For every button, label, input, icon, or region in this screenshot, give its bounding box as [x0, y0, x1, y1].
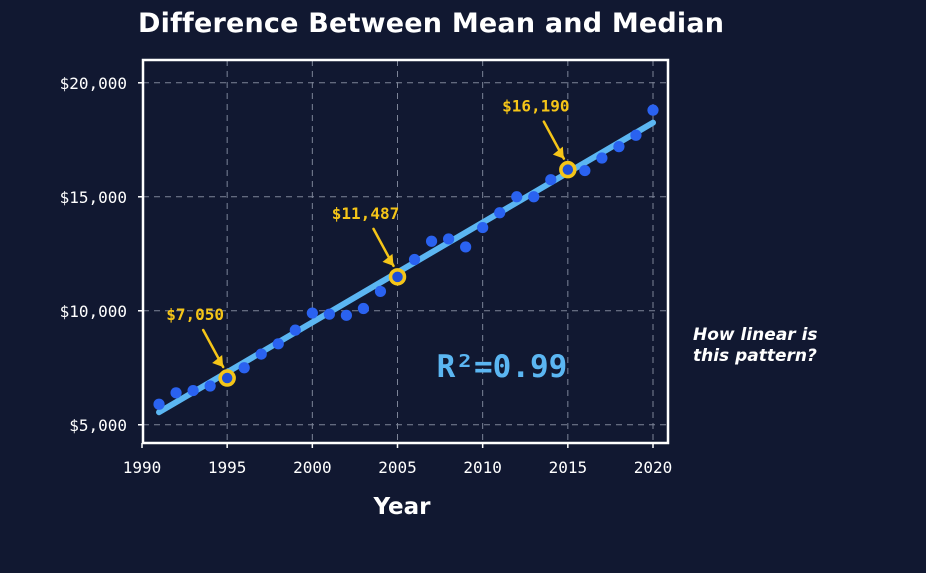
data-point [596, 152, 608, 164]
trend-line [156, 119, 656, 416]
y-tick-label: $15,000 [60, 188, 127, 207]
data-point [425, 235, 438, 247]
data-point [408, 253, 421, 266]
data-point [647, 104, 659, 116]
x-tick-label: 2005 [378, 458, 417, 477]
data-point [579, 164, 591, 177]
data-point [238, 362, 250, 374]
highlight-ring [218, 369, 236, 387]
plot-frame [141, 58, 670, 445]
annotation-arrow-head [382, 253, 394, 266]
data-point [477, 221, 489, 234]
x-tick-label: 1995 [208, 458, 247, 477]
data-point [204, 380, 216, 392]
annotation-arrow-head [212, 355, 224, 368]
data-point [511, 191, 523, 203]
data-point [153, 398, 165, 410]
data-point [323, 308, 335, 320]
data-point [374, 285, 387, 297]
y-tick-label: $5,000 [69, 416, 127, 435]
data-point [289, 324, 301, 336]
data-point [187, 384, 199, 397]
data-point [494, 207, 506, 219]
data-point [170, 387, 182, 399]
data-point [443, 233, 455, 245]
data-point [357, 302, 370, 315]
data-point [528, 191, 540, 203]
data-point [306, 307, 318, 319]
side-note-question: How linear is this pattern? [693, 325, 818, 366]
data-point [630, 129, 642, 141]
data-point [613, 141, 625, 153]
x-tick-label: 2010 [463, 458, 502, 477]
y-tick-label: $20,000 [60, 74, 127, 93]
x-tick-label: 2000 [293, 458, 332, 477]
data-point [255, 348, 267, 360]
x-axis-label: Year [373, 494, 431, 520]
data-point [460, 241, 472, 253]
data-point [340, 309, 352, 321]
annotation-label: $16,190 [502, 97, 569, 116]
x-tick-label: 2015 [549, 458, 588, 477]
highlight-ring [388, 268, 407, 286]
annotation-arrow-head [552, 146, 564, 159]
annotation-label: $11,487 [332, 204, 399, 223]
y-tick-label: $10,000 [60, 302, 127, 321]
annotation-label: $7,050 [166, 305, 224, 324]
x-tick-label: 1990 [123, 458, 162, 477]
chart-title: Difference Between Mean and Median [138, 8, 725, 39]
highlight-ring [559, 160, 577, 179]
data-point [545, 174, 557, 186]
r-squared-label: R²=0.99 [437, 349, 568, 385]
data-point [272, 338, 284, 350]
x-tick-label: 2020 [634, 458, 673, 477]
